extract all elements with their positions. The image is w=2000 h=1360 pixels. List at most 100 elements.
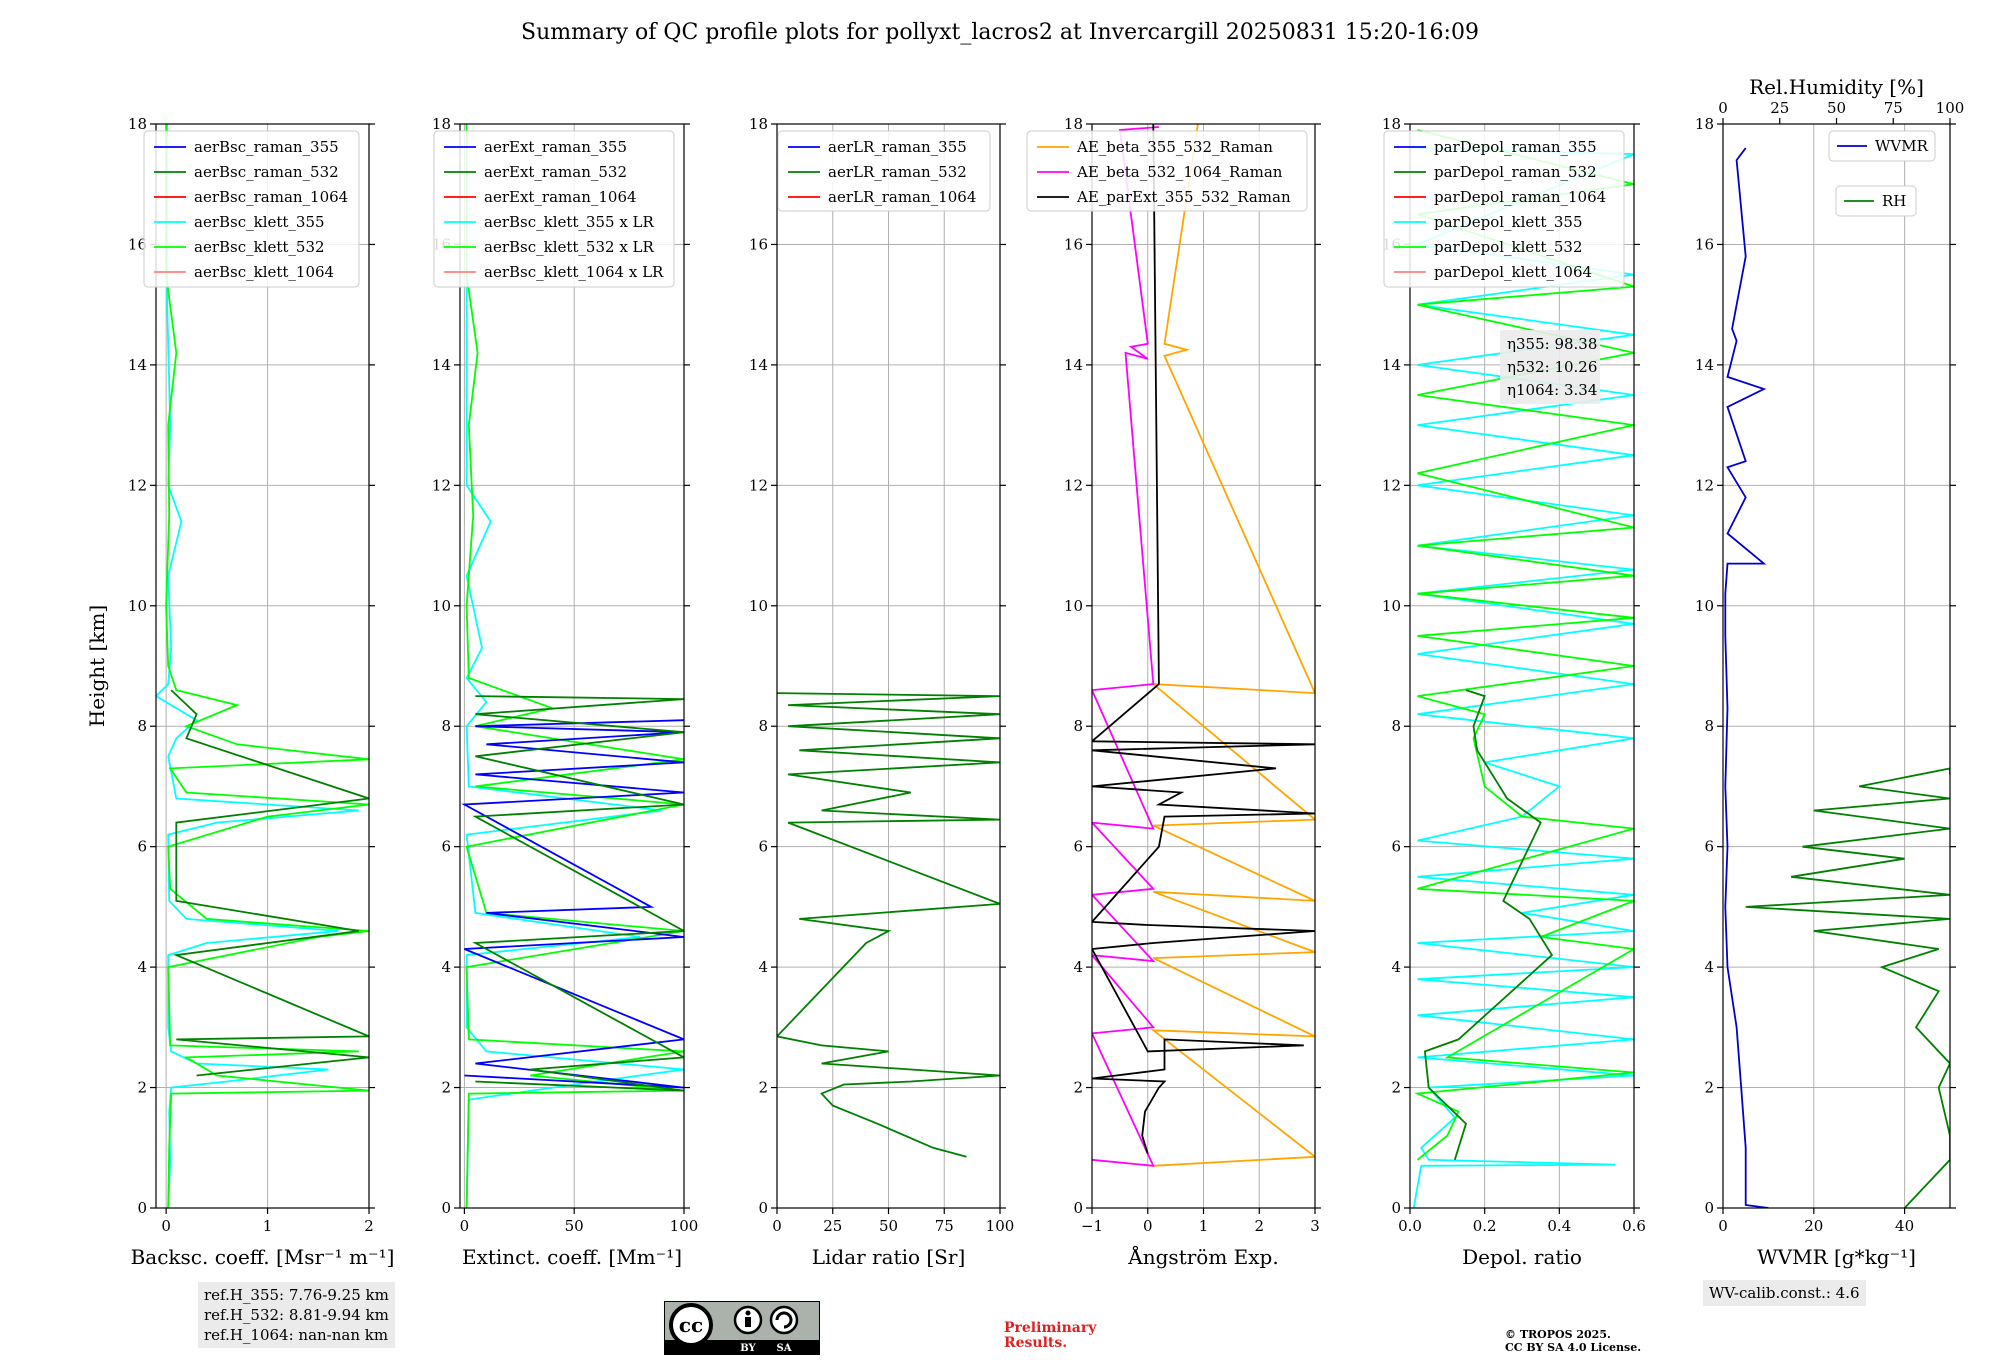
share-alike-icon	[769, 1305, 799, 1335]
x-tick-label: 75	[935, 1217, 954, 1235]
series-line-aerExt_raman_532	[472, 695, 684, 1092]
x2-tick-label: 75	[1884, 99, 1903, 117]
y-tick-label: 6	[1073, 838, 1083, 856]
legend-entry: aerExt_raman_355	[484, 138, 627, 156]
y-tick-label: 2	[1391, 1079, 1401, 1097]
copyright-note: © TROPOS 2025. CC BY SA 4.0 License.	[1505, 1328, 1641, 1354]
x-tick-label: 0.6	[1622, 1217, 1646, 1235]
series-group	[461, 124, 684, 1208]
legend-entry: aerBsc_raman_1064	[194, 188, 348, 206]
legend-entry: aerBsc_klett_355	[194, 213, 325, 231]
preliminary-line-2: Results.	[1004, 1335, 1068, 1351]
y-tick-label: 6	[1704, 838, 1714, 856]
legend-entry: parDepol_klett_532	[1434, 238, 1583, 256]
y-tick-label: 4	[758, 958, 768, 976]
x-tick-label: 100	[670, 1217, 699, 1235]
axes-frame	[459, 123, 685, 1209]
y-tick-label: 0	[758, 1199, 768, 1217]
y-tick-label: 0	[1073, 1199, 1083, 1217]
series-line-WVMR	[1724, 147, 1769, 1208]
y-tick-label: 2	[441, 1079, 451, 1097]
x2-tick-label: 25	[1770, 99, 1789, 117]
legend-entry: AE_parExt_355_532_Raman	[1076, 188, 1291, 206]
y-tick-label: 8	[137, 717, 147, 735]
eta-value: η1064: 3.34	[1507, 381, 1597, 399]
series-line-RH	[1745, 767, 1950, 1208]
series-group	[1724, 147, 1950, 1208]
y-tick-label: 2	[1704, 1079, 1714, 1097]
legend-entry: aerLR_raman_355	[828, 138, 967, 156]
sa-label: SA	[777, 1343, 792, 1354]
y-tick-label: 12	[749, 476, 768, 494]
x-tick-label: −1	[1081, 1217, 1103, 1235]
axes-frame	[1722, 123, 1951, 1209]
panel-2: 024681012141618050100Extinct. coeff. [Mm…	[432, 115, 698, 1269]
x-axis-label: Ångström Exp.	[1127, 1244, 1278, 1269]
y-tick-label: 8	[1704, 717, 1714, 735]
y-tick-label: 10	[749, 597, 768, 615]
y-tick-label: 14	[128, 356, 147, 374]
legend-box	[433, 130, 675, 288]
series-line-aerExt_raman_355	[461, 719, 684, 1089]
legend-box	[143, 130, 360, 288]
legend-entry: aerBsc_raman_355	[194, 138, 339, 156]
y-tick-label: 12	[432, 476, 451, 494]
x-tick-label: 1	[1199, 1217, 1209, 1235]
legend-entry: AE_beta_532_1064_Raman	[1076, 163, 1283, 181]
copyright-line-1: © TROPOS 2025.	[1505, 1328, 1611, 1341]
y-tick-label: 0	[1704, 1199, 1714, 1217]
cc-by-sa-license-badge: cc BY SA	[664, 1301, 820, 1355]
y-tick-label: 18	[1064, 115, 1083, 133]
eta-value: η532: 10.26	[1507, 358, 1597, 376]
y-tick-label: 10	[1382, 597, 1401, 615]
y-tick-label: 10	[128, 597, 147, 615]
x-axis-label: Depol. ratio	[1462, 1245, 1582, 1269]
y-tick-label: 4	[1704, 958, 1714, 976]
y-tick-label: 14	[1695, 356, 1714, 374]
legend-entry: aerBsc_klett_532	[194, 238, 325, 256]
series-group	[777, 692, 1000, 1158]
x-tick-label: 0	[460, 1217, 470, 1235]
x2-axis-label: Rel.Humidity [%]	[1749, 75, 1924, 99]
y-tick-label: 6	[758, 838, 768, 856]
y-tick-label: 8	[441, 717, 451, 735]
series-line-aerBsc_klett_355 x LR	[465, 124, 684, 1208]
series-line-aerBsc_raman_532	[170, 689, 369, 1077]
x-tick-label: 50	[879, 1217, 898, 1235]
legend-box	[1835, 185, 1917, 217]
y-tick-label: 16	[1064, 235, 1083, 253]
series-group	[1412, 129, 1634, 1208]
y-tick-label: 8	[758, 717, 768, 735]
series-line-aerLR_raman_532	[777, 692, 1000, 1158]
series-line-aerBsc_klett_355	[156, 124, 359, 1208]
ref-height-355: ref.H_355: 7.76-9.25 km	[204, 1286, 389, 1304]
y-tick-label: 18	[1695, 115, 1714, 133]
x-tick-label: 0	[161, 1217, 171, 1235]
legend-entry: aerLR_raman_532	[828, 163, 967, 181]
y-tick-label: 10	[432, 597, 451, 615]
y-tick-label: 4	[137, 958, 147, 976]
axes-frame	[1409, 123, 1635, 1209]
legend-entry: aerLR_raman_1064	[828, 188, 976, 206]
panel-3: 0 2 4 6 8 10 12 14 16 18 0 25 50 75 100 Lidar ratio [Sr…	[749, 115, 1014, 1269]
x-tick-label: 0.2	[1473, 1217, 1497, 1235]
y-tick-label: 0	[441, 1199, 451, 1217]
x-tick-label: 20	[1804, 1217, 1823, 1235]
y-tick-label: 12	[1382, 476, 1401, 494]
legend-entry: aerBsc_klett_1064 x LR	[484, 263, 664, 281]
y-tick-label: 14	[749, 356, 768, 374]
legend-entry: aerBsc_klett_355 x LR	[484, 213, 655, 231]
y-tick-label: 2	[137, 1079, 147, 1097]
legend-entry: WVMR	[1875, 137, 1929, 155]
y-tick-label: 2	[758, 1079, 768, 1097]
y-tick-label: 8	[1391, 717, 1401, 735]
x-axis-label: Lidar ratio [Sr]	[812, 1245, 966, 1269]
preliminary-line-1: Preliminary	[1004, 1320, 1097, 1336]
y-axis-label: Height [km]	[85, 605, 109, 727]
x-tick-label: 100	[986, 1217, 1015, 1235]
x-tick-label: 0	[772, 1217, 782, 1235]
y-tick-label: 12	[1064, 476, 1083, 494]
